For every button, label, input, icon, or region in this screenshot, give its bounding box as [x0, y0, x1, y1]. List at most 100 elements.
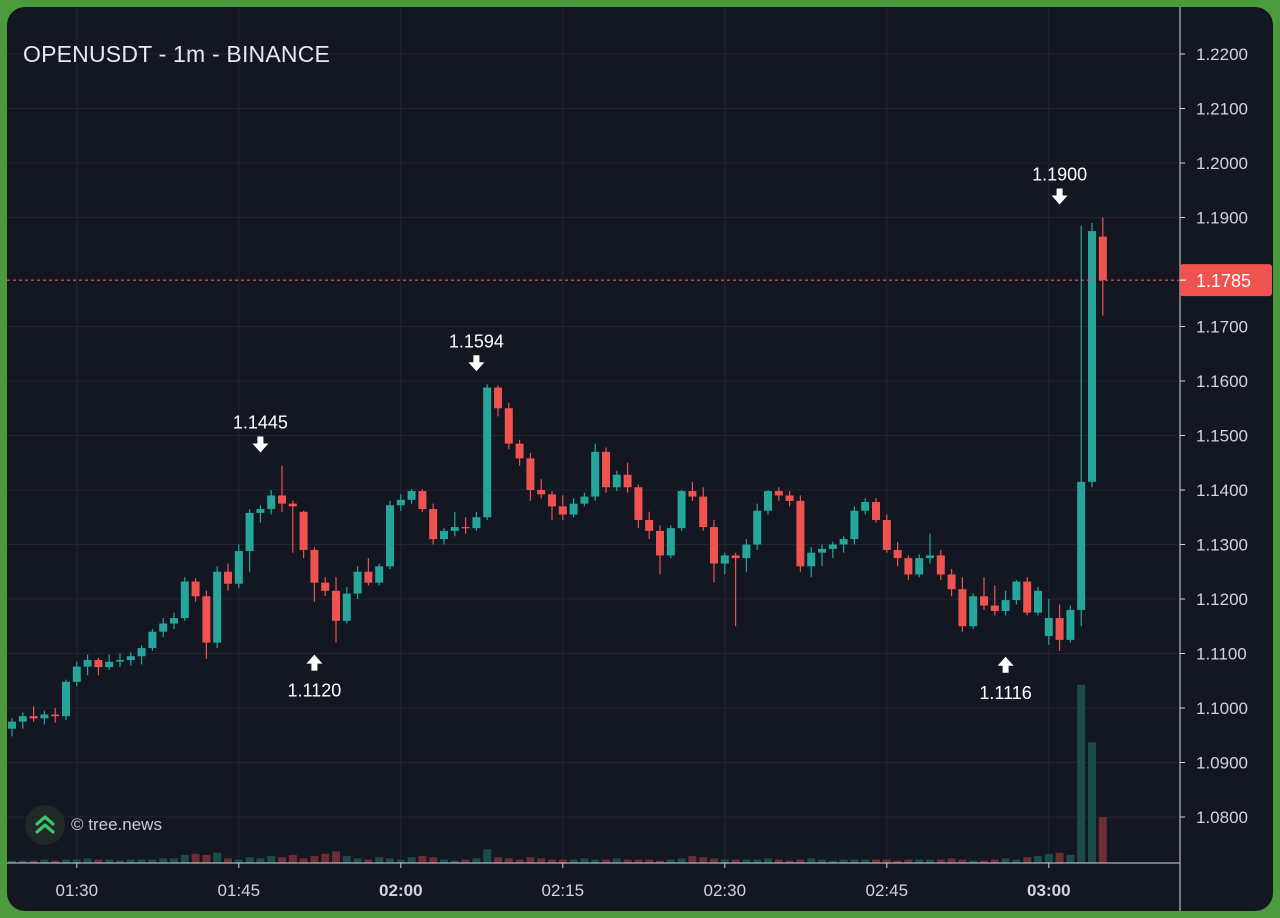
volume-bar — [1001, 858, 1010, 863]
candle-body — [926, 555, 934, 559]
candle-body — [504, 408, 513, 444]
volume-bar — [148, 859, 157, 863]
price-tick-label: 1.2000 — [1196, 154, 1248, 173]
low-marker-label: 1.1116 — [979, 683, 1031, 703]
volume-bar — [62, 859, 70, 863]
volume-bar — [29, 860, 38, 863]
volume-bar — [429, 857, 438, 863]
volume-bar — [666, 859, 675, 863]
candle-body — [710, 527, 718, 564]
volume-bar — [353, 858, 362, 863]
volume-bar — [958, 859, 967, 863]
candle-body — [645, 519, 654, 531]
volume-bar — [591, 859, 600, 863]
candle-body — [623, 474, 632, 488]
volume-bar — [828, 860, 837, 863]
watermark: © tree.news — [25, 805, 162, 845]
volume-bar — [202, 854, 211, 863]
arrow-up-icon — [997, 656, 1014, 673]
candle-body — [159, 623, 168, 632]
tree-news-logo-icon — [25, 805, 65, 845]
volume-bar — [1077, 684, 1086, 863]
volume-bar — [710, 858, 718, 863]
volume-bar — [947, 858, 956, 863]
low-marker: 1.1120 — [288, 654, 341, 701]
candle-body — [472, 517, 481, 529]
volume-bars — [8, 684, 1107, 863]
price-axis[interactable]: 1.2200 1.2100 1.2000 1.1900 1.1700 1.1600 1.15… — [1180, 45, 1248, 827]
candle-body — [807, 552, 816, 567]
high-marker: 1.1594 — [449, 331, 504, 372]
candlestick-chart[interactable]: 1.2200 1.2100 1.2000 1.1900 1.1700 1.1600 1.15… — [7, 7, 1273, 911]
volume-bar — [1044, 853, 1053, 863]
volume-bar — [720, 859, 729, 863]
candle-body — [666, 528, 675, 556]
volume-bar — [807, 858, 816, 863]
volume-bar — [224, 858, 232, 863]
volume-bar — [936, 859, 945, 863]
volume-bar — [602, 859, 610, 863]
volume-bar — [612, 858, 621, 863]
volume-bar — [1012, 859, 1021, 863]
candle-body — [990, 605, 999, 611]
arrow-down-icon — [252, 436, 269, 453]
volume-bar — [753, 859, 762, 863]
candle-body — [62, 681, 70, 717]
volume-bar — [396, 859, 405, 863]
candle-body — [850, 510, 859, 540]
volume-bar — [796, 859, 805, 863]
candle-body — [1055, 618, 1064, 640]
volume-bar — [688, 856, 697, 863]
high-marker-label: 1.1445 — [233, 412, 288, 432]
volume-bar — [1066, 854, 1075, 863]
volume-bar — [440, 859, 448, 863]
candle-body — [137, 648, 146, 657]
volume-bar — [731, 859, 740, 863]
candle-body — [569, 503, 578, 515]
volume-bar — [699, 857, 708, 863]
price-tick-label: 1.1300 — [1196, 536, 1248, 555]
candle-body — [1012, 581, 1021, 601]
volume-bar — [1023, 857, 1032, 863]
candle-body — [245, 512, 254, 552]
volume-bar — [904, 859, 913, 863]
volume-bar — [569, 859, 578, 863]
volume-bar — [40, 859, 49, 863]
volume-bar — [774, 859, 783, 863]
price-tick-label: 1.1000 — [1196, 699, 1248, 718]
candle-body — [83, 660, 92, 667]
volume-bar — [882, 859, 891, 863]
candle-body — [1098, 236, 1107, 281]
price-tick-label: 1.0900 — [1196, 754, 1248, 773]
candle-body — [256, 509, 265, 513]
arrow-down-icon — [1051, 188, 1068, 205]
candle-body — [461, 527, 470, 529]
candle-body — [796, 500, 805, 567]
high-marker: 1.1900 — [1032, 165, 1087, 205]
candle-body — [364, 571, 373, 583]
volume-bar — [299, 858, 308, 863]
candle-body — [1001, 600, 1010, 611]
candle-body — [407, 491, 416, 500]
candle-body — [558, 506, 567, 515]
price-tick-label: 1.1700 — [1196, 318, 1248, 337]
volume-bar — [990, 859, 999, 863]
price-tick-label: 1.1100 — [1196, 645, 1247, 664]
candles — [8, 217, 1107, 737]
volume-bar — [1098, 817, 1107, 863]
candle-body — [1088, 231, 1096, 482]
candle-body — [483, 387, 492, 518]
candle-body — [936, 555, 945, 575]
time-axis[interactable]: 01:30 01:45 02:00 02:15 02:30 02:45 03:00 — [56, 863, 1071, 900]
chart-panel: 1.2200 1.2100 1.2000 1.1900 1.1700 1.1600 1.15… — [7, 7, 1273, 911]
candle-body — [202, 596, 211, 643]
volume-bar — [818, 859, 826, 863]
volume-bar — [8, 860, 16, 863]
candle-body — [332, 590, 340, 621]
time-tick-label: 02:00 — [379, 881, 422, 900]
candle-body — [893, 549, 902, 559]
candle-body — [288, 503, 297, 507]
candle-body — [688, 491, 697, 497]
candle-body — [418, 491, 427, 510]
volume-bar — [94, 859, 103, 863]
